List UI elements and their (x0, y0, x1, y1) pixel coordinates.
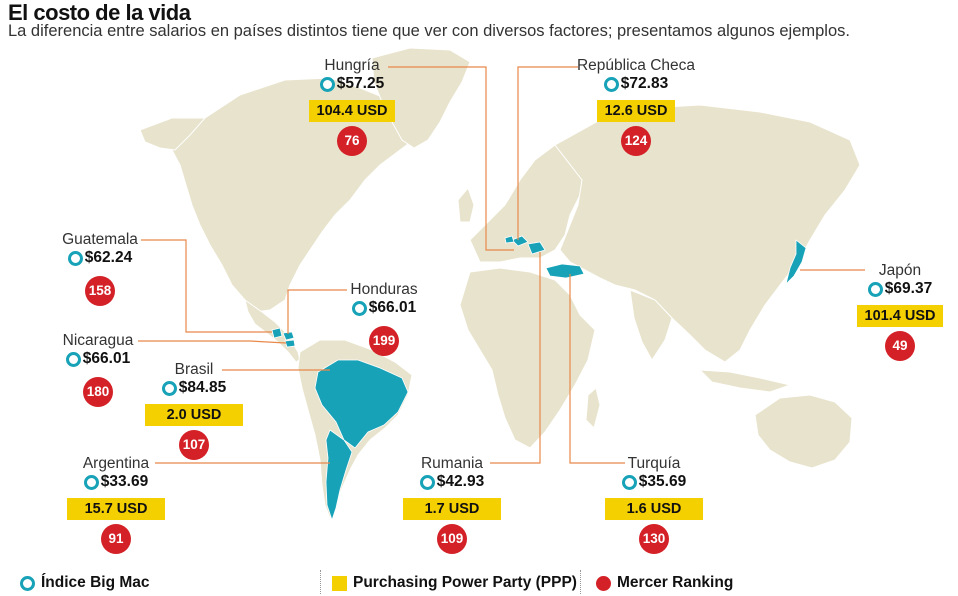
guatemala-shape (271, 327, 283, 339)
bigmac-value: $69.37 (867, 280, 932, 298)
mercer-badge: 107 (179, 429, 209, 460)
label-argentina: Argentina $33.69 15.7 USD 91 (66, 455, 166, 554)
nicaragua-shape (284, 339, 296, 348)
mercer-dot-icon (596, 575, 611, 591)
leader-guatemala (141, 239, 272, 333)
bigmac-value: $84.85 (161, 379, 226, 397)
mercer-badge: 76 (337, 125, 367, 156)
label-nicaragua: Nicaragua $66.01 180 (50, 332, 146, 407)
label-brasil: Brasil $84.85 2.0 USD 107 (144, 361, 244, 460)
legend-bigmac: Índice Big Mac (20, 572, 150, 594)
mercer-badge: 91 (101, 523, 131, 554)
bigmac-ring-icon (20, 575, 35, 591)
label-checa: República Checa $72.83 12.6 USD 124 (570, 57, 702, 156)
mercer-badge: 158 (85, 275, 115, 306)
ppp-value: 2.0 USD (144, 403, 244, 426)
legend-mercer: Mercer Ranking (596, 572, 733, 594)
leader-honduras (287, 289, 347, 334)
legend-separator (320, 570, 321, 594)
country-name: Honduras (350, 281, 418, 298)
turquia-shape (545, 263, 585, 279)
checa-shape (504, 235, 515, 244)
ppp-value: 101.4 USD (856, 304, 944, 327)
label-honduras: Honduras $66.01 199 (336, 281, 432, 356)
country-name: Hungría (324, 57, 380, 74)
bigmac-ring-icon (351, 300, 367, 316)
country-name: Nicaragua (62, 332, 134, 349)
mercer-badge: 124 (621, 125, 651, 156)
ppp-square-icon (332, 575, 347, 591)
label-rumania: Rumania $42.93 1.7 USD 109 (402, 455, 502, 554)
bigmac-ring-icon (867, 281, 883, 297)
country-name: Rumania (420, 455, 484, 472)
mercer-badge: 130 (639, 523, 669, 554)
country-name: Turquía (627, 455, 681, 472)
bigmac-ring-icon (603, 76, 619, 92)
country-name: Guatemala (62, 231, 138, 248)
bigmac-value: $42.93 (419, 473, 484, 491)
bigmac-ring-icon (161, 380, 177, 396)
bigmac-value: $66.01 (351, 299, 416, 317)
label-guatemala: Guatemala $62.24 158 (52, 231, 148, 306)
leader-hungria (388, 66, 514, 251)
label-japon: Japón $69.37 101.4 USD 49 (852, 262, 948, 361)
madagascar-landmass (585, 387, 601, 429)
brasil-shape (314, 359, 409, 449)
hungria-shape (511, 235, 529, 247)
bigmac-ring-icon (621, 474, 637, 490)
japon-shape (785, 239, 807, 286)
asia-landmass (554, 104, 861, 363)
indonesia-landmass (698, 369, 792, 393)
mercer-badge: 180 (83, 376, 113, 407)
argentina-shape (325, 429, 353, 522)
ppp-value: 1.7 USD (402, 497, 502, 520)
bigmac-value: $33.69 (83, 473, 148, 491)
bigmac-value: $62.24 (67, 249, 132, 267)
bigmac-ring-icon (83, 474, 99, 490)
country-name: Argentina (82, 455, 150, 472)
label-turquia: Turquía $35.69 1.6 USD 130 (604, 455, 704, 554)
bigmac-value: $66.01 (65, 350, 130, 368)
ppp-value: 104.4 USD (308, 99, 396, 122)
africa-landmass (459, 267, 596, 449)
label-hungria: Hungría $57.25 104.4 USD 76 (304, 57, 400, 156)
honduras-shape (282, 331, 295, 341)
bigmac-ring-icon (319, 76, 335, 92)
legend-separator (580, 570, 581, 594)
india-landmass (629, 289, 673, 361)
ppp-value: 1.6 USD (604, 497, 704, 520)
mercer-badge: 49 (885, 330, 915, 361)
bigmac-ring-icon (67, 250, 83, 266)
mercer-badge: 109 (437, 523, 467, 554)
bigmac-value: $72.83 (603, 75, 668, 93)
leader-nicaragua (138, 340, 287, 344)
bigmac-value: $57.25 (319, 75, 384, 93)
page-subtitle: La diferencia entre salarios en países d… (8, 22, 850, 40)
country-name: República Checa (576, 57, 696, 74)
bigmac-ring-icon (419, 474, 435, 490)
rumania-shape (527, 241, 546, 255)
page-title: El costo de la vida (8, 0, 191, 25)
bigmac-ring-icon (65, 351, 81, 367)
ppp-value: 12.6 USD (596, 99, 676, 122)
bigmac-value: $35.69 (621, 473, 686, 491)
country-name: Brasil (174, 361, 214, 378)
legend-ppp: Purchasing Power Party (PPP) (332, 572, 577, 594)
ppp-value: 15.7 USD (66, 497, 166, 520)
alaska-landmass (139, 117, 207, 151)
uk-landmass (457, 187, 475, 223)
leader-rumania (490, 252, 541, 464)
leader-checa (517, 66, 578, 240)
mercer-badge: 199 (369, 325, 399, 356)
australia-landmass (754, 394, 853, 469)
country-name: Japón (878, 262, 922, 279)
leader-turquia (569, 274, 625, 464)
